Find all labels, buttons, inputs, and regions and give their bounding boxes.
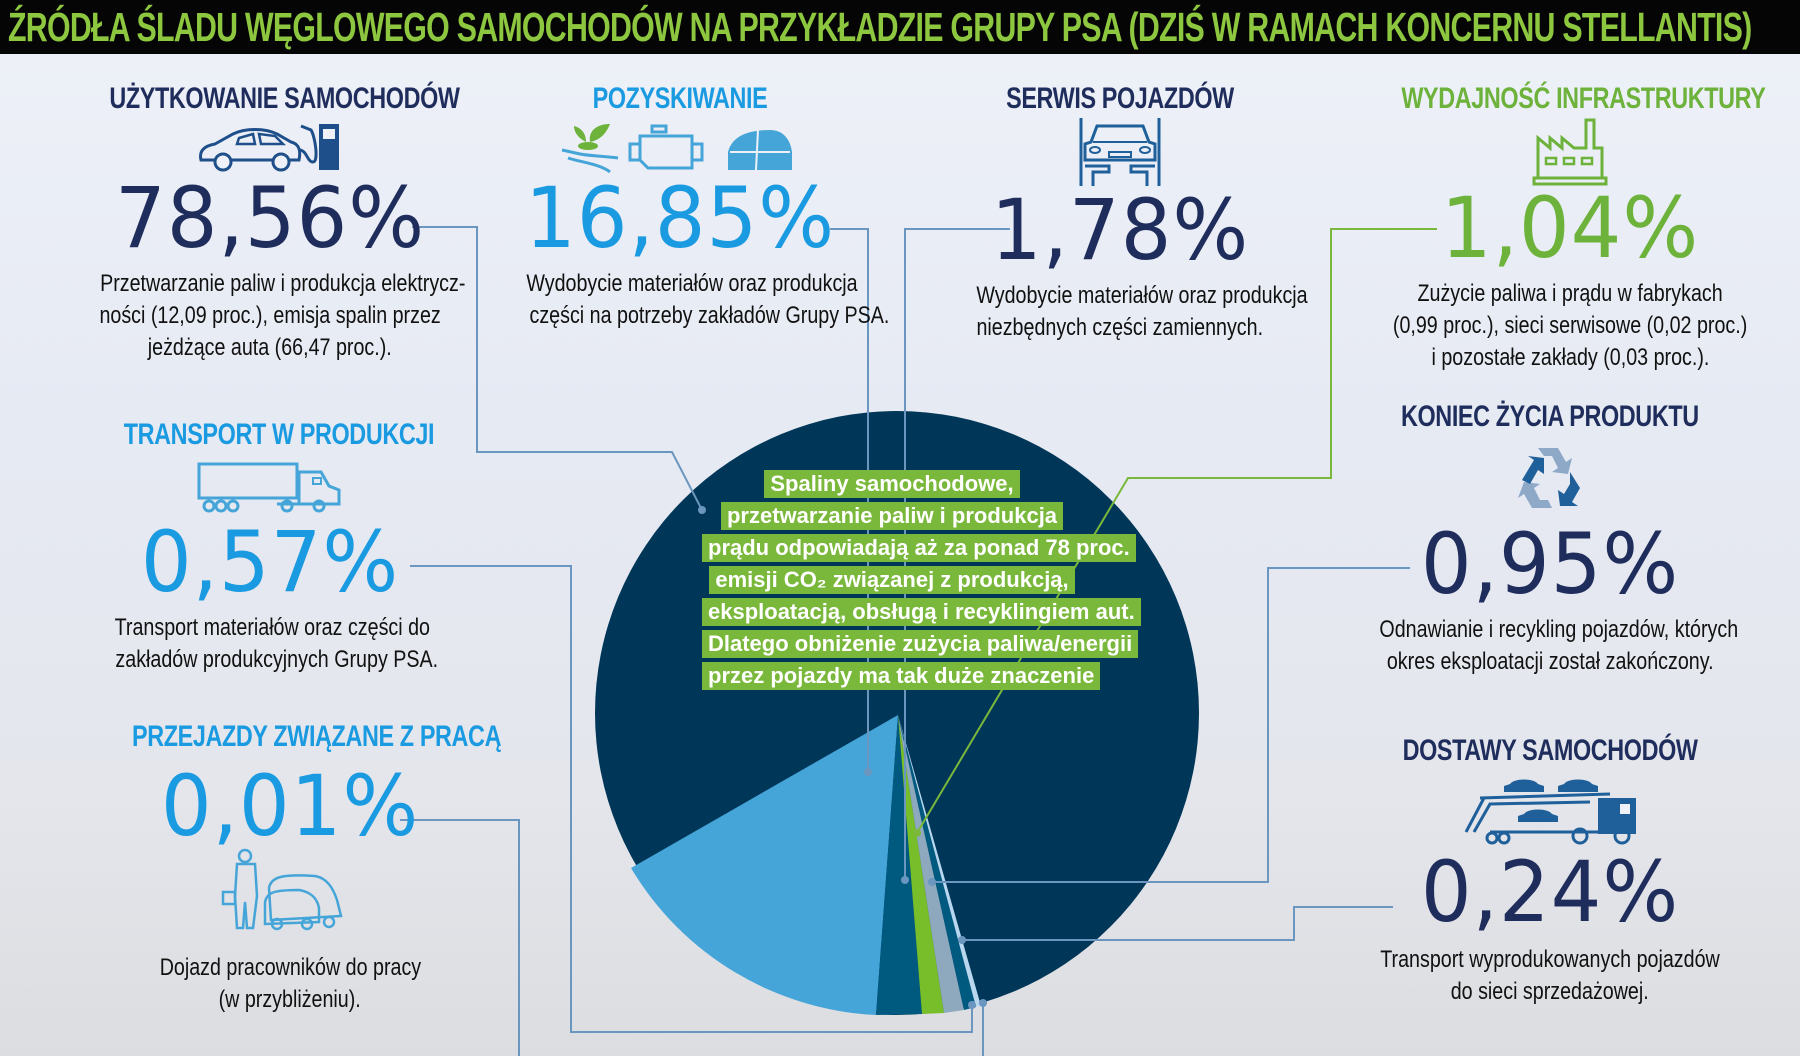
section-pozyskiwanie: POZYSKIWANIE 16,85% Wydobycie materiałów… bbox=[490, 82, 889, 332]
section-title: TRANSPORT W PRODUKCJI bbox=[123, 418, 435, 451]
leader-line-green bbox=[916, 228, 1437, 834]
section-value: 1,04% bbox=[1440, 179, 1700, 277]
slice-dostawy bbox=[898, 715, 981, 1007]
car-carrier-truck-icon bbox=[1464, 779, 1636, 845]
section-dostawy: DOSTAWY SAMOCHODÓW 0,24% Transport wypro… bbox=[1340, 734, 1760, 1008]
plant-engine-door-icon bbox=[561, 124, 792, 174]
infographic-title: ŹRÓDŁA ŚLADU WĘGLOWEGO SAMOCHODÓW NA PRZ… bbox=[8, 4, 1752, 50]
section-przejazdy: PRZEJAZDY ZWIĄZANE Z PRACĄ 0,01% Dojazd … bbox=[80, 720, 502, 1016]
factory-icon bbox=[1532, 118, 1608, 186]
section-desc-line: (0,99 proc.), sieci serwisowe (0,02 proc… bbox=[1392, 311, 1748, 339]
section-desc-line: i pozostałe zakłady (0,03 proc.). bbox=[1431, 343, 1709, 371]
callout-line: przez pojazdy ma tak duże znaczenie bbox=[702, 662, 1101, 690]
leader-lines bbox=[400, 226, 1410, 1056]
section-desc-line: Transport wyprodukowanych pojazdów bbox=[1380, 946, 1720, 973]
section-desc-line: Wydobycie materiałów oraz produkcja bbox=[976, 282, 1308, 309]
section-desc-line: ności (12,09 proc.), emisja spalin przez bbox=[99, 301, 441, 329]
section-transport: TRANSPORT W PRODUKCJI 0,57% Transport ma… bbox=[80, 418, 460, 676]
recycle-icon bbox=[1518, 448, 1580, 508]
section-desc-line: Wydobycie materiałów oraz produkcja bbox=[526, 270, 858, 297]
pie-slices bbox=[595, 411, 1199, 1015]
section-serwis: SERWIS POJAZDÓW 1,78% Wydobycie materiał… bbox=[940, 82, 1307, 344]
slice-serwis bbox=[876, 715, 922, 1015]
section-title: PRZEJAZDY ZWIĄZANE Z PRACĄ bbox=[132, 720, 502, 753]
callout-line: emisji CO₂ związanej z produkcją, bbox=[709, 566, 1075, 594]
section-value: 1,78% bbox=[990, 181, 1250, 279]
car-fuel-pump-icon bbox=[199, 124, 339, 172]
section-desc-line: do sieci sprzedażowej. bbox=[1450, 977, 1649, 1005]
slice-koniec bbox=[898, 715, 964, 1013]
section-desc-line: zakładów produkcyjnych Grupy PSA. bbox=[115, 645, 439, 673]
slice-transport bbox=[898, 715, 976, 1010]
section-desc-line: okres eksploatacji został zakończony. bbox=[1386, 647, 1714, 675]
section-infrastruktura: WYDAJNOŚĆ INFRASTRUKTURY 1,04% Zużycie p… bbox=[1350, 82, 1790, 374]
section-desc-line: Przetwarzanie paliw i produkcja elektryc… bbox=[100, 270, 466, 297]
callout-line: Dlatego obniżenie zużycia paliwa/energii bbox=[702, 630, 1139, 658]
section-koniec: KONIEC ŻYCIA PRODUKTU 0,95% Odnawianie i… bbox=[1340, 400, 1760, 678]
section-desc-line: jeżdżące auta (66,47 proc.). bbox=[148, 333, 392, 361]
slice-infrastruktura bbox=[898, 715, 944, 1014]
section-value: 0,01% bbox=[160, 757, 420, 855]
callout-line: Spaliny samochodowe, bbox=[764, 470, 1020, 498]
section-title: DOSTAWY SAMOCHODÓW bbox=[1402, 734, 1698, 767]
section-value: 0,24% bbox=[1420, 843, 1680, 941]
section-uzytkowanie: UŻYTKOWANIE SAMOCHODÓW 78,56% Przetwarza… bbox=[60, 82, 480, 364]
section-desc-line: Odnawianie i recykling pojazdów, których bbox=[1379, 616, 1739, 643]
section-title: KONIEC ŻYCIA PRODUKTU bbox=[1401, 400, 1699, 433]
section-value: 0,57% bbox=[140, 513, 400, 611]
section-desc-line: części na potrzeby zakładów Grupy PSA. bbox=[529, 301, 890, 329]
section-value: 16,85% bbox=[525, 169, 835, 267]
callout-line: przetwarzanie paliw i produkcja bbox=[720, 502, 1064, 530]
section-desc-line: (w przybliżeniu). bbox=[218, 985, 362, 1013]
section-title: SERWIS POJAZDÓW bbox=[1006, 82, 1234, 115]
section-value: 78,56% bbox=[115, 169, 425, 267]
callout-line: eksploatacją, obsługą i recyklingiem aut… bbox=[702, 598, 1141, 626]
section-title: UŻYTKOWANIE SAMOCHODÓW bbox=[109, 82, 460, 115]
commuter-vans-icon bbox=[221, 848, 343, 931]
truck-icon bbox=[197, 462, 341, 513]
section-title: WYDAJNOŚĆ INFRASTRUKTURY bbox=[1401, 82, 1766, 115]
key-insight-callout: Spaliny samochodowe, przetwarzanie paliw… bbox=[702, 468, 1141, 692]
section-desc-line: Zużycie paliwa i prądu w fabrykach bbox=[1417, 280, 1723, 307]
section-title: POZYSKIWANIE bbox=[592, 82, 768, 115]
callout-line: prądu odpowiadają aż za ponad 78 proc. bbox=[702, 534, 1136, 562]
section-desc-line: Transport materiałów oraz części do bbox=[114, 614, 430, 641]
section-value: 0,95% bbox=[1420, 515, 1680, 613]
leader-dots bbox=[698, 506, 987, 1009]
car-lift-icon bbox=[1079, 118, 1161, 186]
infographic-title-bar: ŹRÓDŁA ŚLADU WĘGLOWEGO SAMOCHODÓW NA PRZ… bbox=[0, 0, 1800, 54]
slice-pozyskiwanie bbox=[631, 715, 898, 1015]
leader-dot-green bbox=[913, 829, 921, 837]
section-desc-line: Dojazd pracowników do pracy bbox=[159, 954, 421, 981]
section-desc-line: niezbędnych części zamiennych. bbox=[976, 313, 1264, 341]
